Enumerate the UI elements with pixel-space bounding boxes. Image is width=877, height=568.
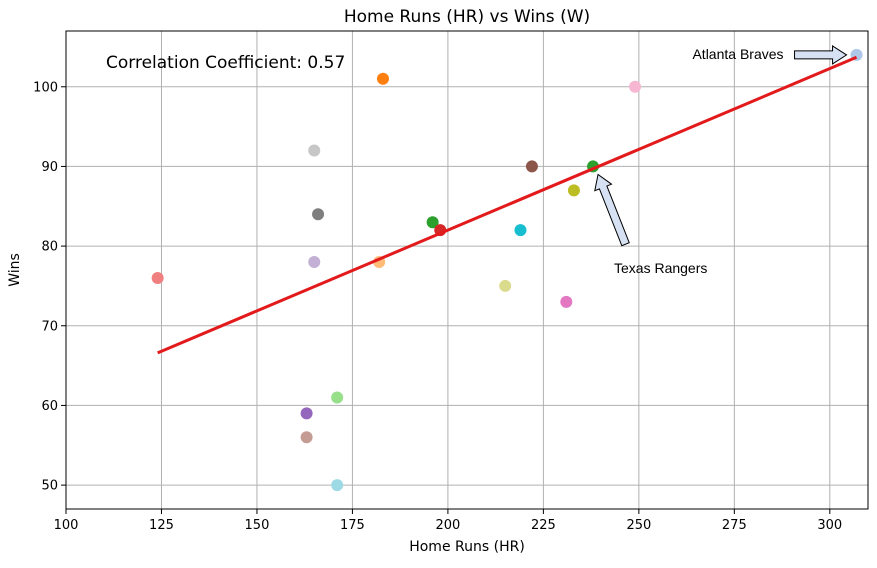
chart-title: Home Runs (HR) vs Wins (W) (344, 7, 590, 27)
atlanta-braves-label: Atlanta Braves (692, 46, 783, 62)
regression-line-group (157, 55, 858, 355)
texas-rangers-arrow (594, 173, 630, 247)
data-point (499, 279, 512, 292)
y-axis-label: Wins (7, 253, 23, 287)
regression-line (157, 55, 858, 355)
data-point (376, 72, 389, 85)
data-point (312, 208, 325, 221)
data-point (629, 80, 642, 93)
x-tick-label: 275 (722, 518, 747, 533)
x-tick-label: 200 (435, 518, 460, 533)
data-point (567, 184, 580, 197)
x-axis-label: Home Runs (HR) (409, 539, 525, 555)
x-tick-label: 175 (340, 518, 365, 533)
texas-rangers-label: Texas Rangers (614, 260, 707, 276)
annotations: Atlanta Braves Texas Rangers (594, 44, 848, 276)
data-point (331, 391, 344, 404)
data-point (300, 407, 313, 420)
atlanta-braves-arrow (794, 44, 848, 65)
y-axis-ticks: 50 60 70 80 90 100 (33, 80, 66, 494)
x-tick-label: 300 (817, 518, 842, 533)
y-tick-label: 90 (41, 160, 58, 175)
data-point (514, 224, 527, 237)
x-axis-ticks: 100 125 150 175 200 225 250 275 300 (54, 509, 842, 533)
grid-lines (65, 31, 868, 509)
data-point (151, 271, 164, 284)
x-tick-label: 225 (531, 518, 556, 533)
y-tick-label: 80 (41, 240, 58, 255)
data-point (331, 479, 344, 492)
x-tick-label: 125 (149, 518, 174, 533)
data-point (525, 160, 538, 173)
x-tick-label: 250 (626, 518, 651, 533)
x-tick-label: 150 (245, 518, 270, 533)
x-tick-label: 100 (54, 518, 79, 533)
plot-frame (65, 30, 869, 510)
data-point (560, 295, 573, 308)
y-tick-label: 60 (41, 399, 58, 414)
data-point (308, 144, 321, 157)
y-tick-label: 70 (41, 319, 58, 334)
data-point (308, 256, 321, 269)
data-point (426, 216, 439, 229)
y-tick-label: 100 (33, 80, 58, 95)
data-point (300, 431, 313, 444)
correlation-coefficient-text: Correlation Coefficient: 0.57 (106, 53, 345, 73)
y-tick-label: 50 (41, 479, 58, 494)
